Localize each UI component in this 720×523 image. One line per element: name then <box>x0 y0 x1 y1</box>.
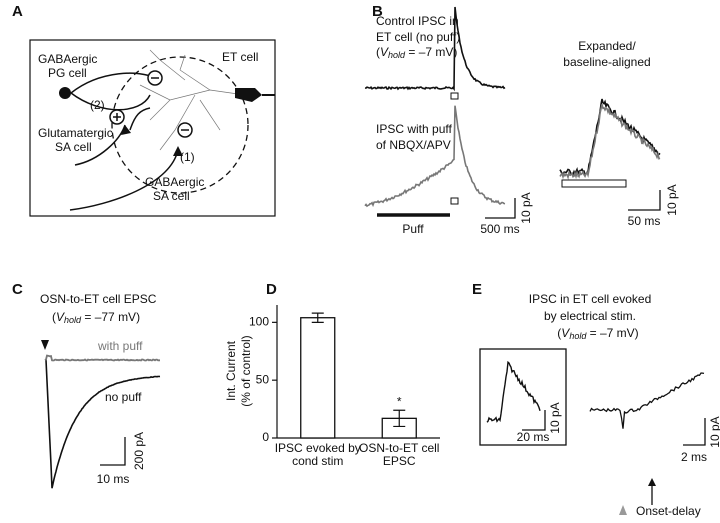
label: Control IPSC in <box>376 14 459 28</box>
label: IPSC in ET cell evoked <box>529 292 652 306</box>
scale-bar <box>683 418 706 446</box>
label: 200 pA <box>132 432 146 470</box>
et-dendrites <box>139 49 246 151</box>
label: by electrical stim. <box>544 309 636 323</box>
label: ET cell <box>222 50 258 64</box>
x-tick-label: OSN-to-ET cell EPSC <box>359 441 440 468</box>
trace <box>486 360 541 423</box>
stim-bar <box>561 179 627 188</box>
label: Expanded/ <box>578 39 636 53</box>
label: Puff <box>402 222 424 236</box>
y-tick-label: 100 <box>249 315 269 329</box>
y-tick-label: 50 <box>256 372 270 386</box>
label: GABAergic <box>38 52 97 66</box>
glomerulus <box>111 56 249 194</box>
label: 500 ms <box>480 222 519 236</box>
label: no puff <box>105 390 142 404</box>
label: 10 pA <box>519 192 533 223</box>
panel-label: E <box>472 281 482 298</box>
label: 10 pA <box>708 416 720 447</box>
label: 50 ms <box>628 214 661 228</box>
scale-bar <box>522 410 546 431</box>
glu-sa-axon <box>74 107 151 166</box>
y-tick-label: 0 <box>262 430 269 444</box>
label: of NBQX/APV <box>376 138 451 152</box>
trace <box>45 359 161 489</box>
plus <box>113 113 121 121</box>
bar <box>300 317 336 439</box>
stim-marker <box>450 197 459 205</box>
trace <box>559 104 661 180</box>
stim-arrowhead <box>619 505 627 515</box>
panel-label: B <box>372 3 383 20</box>
trace <box>589 372 705 429</box>
error-bar <box>393 409 406 428</box>
x-tick-label: IPSC evoked by cond stim <box>274 441 361 468</box>
y-label: Int. Current <box>224 340 238 401</box>
panel-label: A <box>12 3 23 20</box>
label: SA cell <box>55 140 92 154</box>
label: (1) <box>180 150 195 164</box>
glu-terminal <box>121 125 131 135</box>
scale-bar <box>100 437 126 466</box>
label: GABAergic <box>145 175 204 189</box>
inset-box <box>479 348 567 446</box>
et-soma <box>235 88 262 102</box>
label: 10 pA <box>665 184 679 215</box>
label: PG cell <box>48 66 87 80</box>
trace <box>44 354 160 362</box>
label: ET cell (no puff) <box>376 30 460 44</box>
label: Onset-delay <box>636 504 701 518</box>
gaba-terminal <box>173 146 183 156</box>
label: baseline-aligned <box>563 55 650 69</box>
label: (Vhold = –7 mV) <box>376 45 457 60</box>
annotation: * <box>397 394 402 408</box>
scale-bar <box>485 198 516 219</box>
label: with puff <box>97 339 143 353</box>
stim-marker <box>450 92 459 100</box>
label: (Vhold = –77 mV) <box>52 310 140 325</box>
pg-soma <box>59 87 71 99</box>
label: Glutamatergic <box>38 126 113 140</box>
y-label: (% of control) <box>239 335 253 406</box>
panel-label: D <box>266 281 277 298</box>
label: (Vhold = –7 mV) <box>557 326 638 341</box>
error-bar <box>311 312 324 323</box>
label: 10 ms <box>97 472 130 486</box>
label: 10 pA <box>548 402 562 433</box>
scale-bar <box>628 190 661 211</box>
stim-arrowhead <box>41 340 49 350</box>
onset-arrowhead <box>648 478 656 486</box>
trace <box>364 6 506 92</box>
trace <box>364 105 506 208</box>
panel-box <box>29 39 276 217</box>
label: IPSC with puff <box>376 122 452 136</box>
label: 20 ms <box>517 430 550 444</box>
label: OSN-to-ET cell EPSC <box>40 292 157 306</box>
label: 2 ms <box>681 450 707 464</box>
gaba-sa-axon <box>69 149 179 211</box>
label: SA cell <box>153 189 190 203</box>
label: (2) <box>90 98 105 112</box>
panel-label: C <box>12 281 23 298</box>
